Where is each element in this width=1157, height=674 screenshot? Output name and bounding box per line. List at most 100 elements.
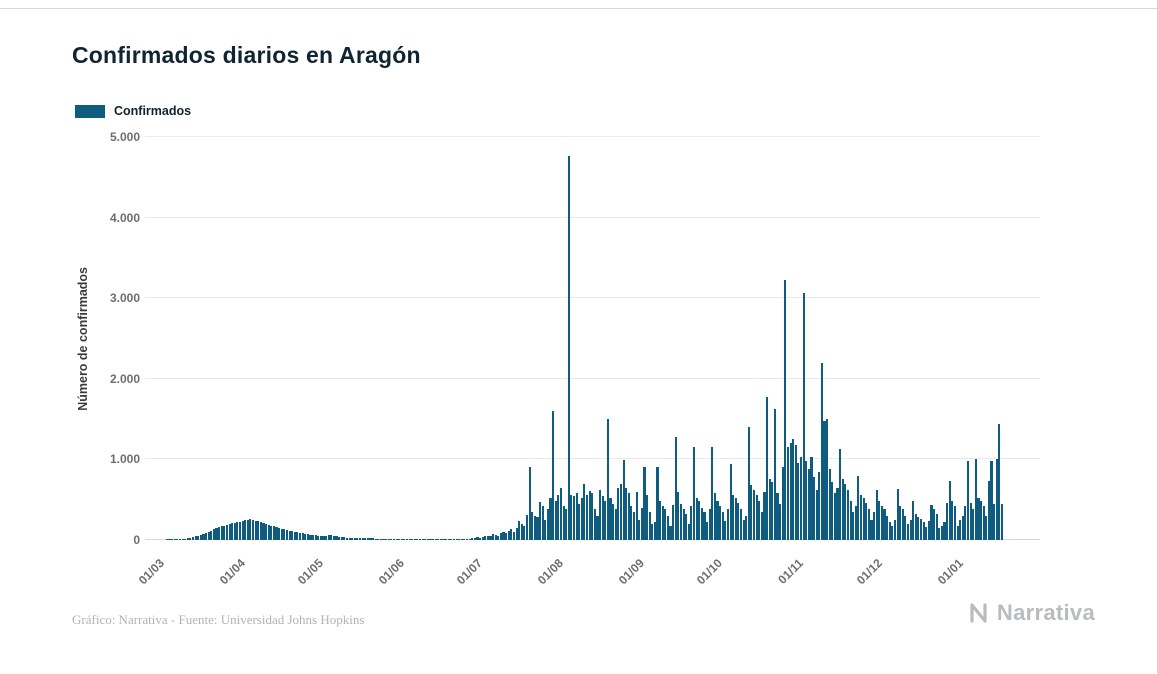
bar bbox=[317, 535, 320, 540]
bar bbox=[512, 532, 516, 540]
bar bbox=[244, 520, 247, 540]
x-tick-label: 01/04 bbox=[216, 556, 248, 588]
bar bbox=[959, 519, 962, 540]
bar bbox=[972, 509, 975, 540]
bar bbox=[779, 503, 782, 540]
bar bbox=[768, 478, 771, 540]
bar bbox=[340, 537, 343, 540]
bar bbox=[828, 469, 831, 540]
bar bbox=[831, 481, 834, 540]
bar bbox=[442, 539, 445, 540]
x-tick-label: 01/06 bbox=[375, 556, 408, 588]
bar bbox=[364, 537, 367, 540]
bar bbox=[455, 538, 458, 540]
bar bbox=[859, 494, 863, 540]
bar bbox=[606, 419, 609, 540]
bar bbox=[820, 362, 823, 540]
bar bbox=[766, 396, 769, 540]
bar bbox=[544, 519, 547, 540]
bar bbox=[220, 526, 223, 540]
bar bbox=[706, 522, 709, 540]
bar bbox=[246, 519, 249, 540]
bar bbox=[298, 532, 302, 540]
bar bbox=[935, 514, 938, 540]
bar bbox=[716, 501, 719, 540]
bar bbox=[471, 538, 474, 540]
bar bbox=[332, 535, 335, 540]
bar bbox=[771, 481, 774, 540]
bar bbox=[473, 537, 476, 540]
bar bbox=[460, 539, 463, 540]
bar bbox=[666, 515, 669, 540]
bar bbox=[862, 498, 865, 540]
bar bbox=[682, 509, 685, 540]
x-tick-label: 01/07 bbox=[454, 556, 486, 588]
bar bbox=[745, 515, 748, 540]
bar bbox=[353, 538, 356, 540]
bar bbox=[609, 498, 612, 540]
bar bbox=[212, 529, 215, 540]
bar bbox=[267, 524, 270, 540]
x-tick-label: 01/03 bbox=[135, 556, 167, 588]
bar bbox=[413, 539, 416, 540]
bar bbox=[319, 535, 322, 540]
bar bbox=[515, 528, 518, 540]
bar bbox=[497, 535, 500, 540]
bar bbox=[447, 539, 450, 540]
bar bbox=[392, 539, 395, 540]
bar bbox=[841, 478, 844, 540]
bar bbox=[176, 539, 179, 540]
bar bbox=[713, 493, 716, 540]
gridline bbox=[145, 216, 1040, 218]
y-tick-labels: 0 1.000 2.000 3.000 4.000 5.000 bbox=[92, 130, 140, 547]
bar bbox=[635, 491, 638, 540]
bar bbox=[432, 539, 435, 540]
bar bbox=[833, 493, 836, 540]
bar bbox=[494, 534, 497, 540]
bar bbox=[760, 511, 763, 540]
bar bbox=[507, 530, 510, 540]
bar bbox=[270, 525, 273, 540]
bar bbox=[567, 155, 570, 540]
bar bbox=[202, 533, 205, 540]
bar bbox=[249, 519, 252, 540]
bar bbox=[306, 534, 309, 540]
gridline bbox=[145, 297, 1040, 299]
bar bbox=[518, 520, 521, 540]
bar bbox=[372, 538, 375, 540]
bar bbox=[601, 495, 604, 540]
bar bbox=[784, 280, 787, 540]
bar bbox=[489, 535, 492, 540]
bar bbox=[985, 515, 988, 540]
bar bbox=[565, 509, 568, 540]
bar bbox=[345, 537, 349, 540]
bar bbox=[205, 532, 208, 540]
bar bbox=[301, 533, 304, 540]
gridline bbox=[145, 458, 1040, 460]
bar bbox=[486, 536, 489, 540]
bar bbox=[836, 487, 839, 540]
bar bbox=[794, 444, 797, 540]
bar bbox=[591, 493, 594, 540]
bar bbox=[711, 447, 714, 540]
bar bbox=[327, 535, 330, 540]
bar bbox=[539, 502, 542, 540]
bar bbox=[844, 483, 847, 540]
bar bbox=[411, 539, 414, 540]
bar bbox=[940, 525, 943, 540]
bar bbox=[554, 501, 557, 540]
bar bbox=[938, 527, 941, 540]
bar bbox=[904, 515, 907, 540]
bar bbox=[888, 522, 891, 540]
bar bbox=[763, 491, 766, 540]
bar bbox=[531, 511, 534, 540]
bar bbox=[418, 539, 422, 540]
bar bbox=[437, 539, 440, 540]
plot-area bbox=[145, 136, 1040, 540]
bar bbox=[426, 539, 429, 540]
bar bbox=[583, 483, 586, 540]
bar bbox=[930, 504, 933, 540]
bar bbox=[813, 477, 816, 540]
bar bbox=[810, 456, 813, 540]
